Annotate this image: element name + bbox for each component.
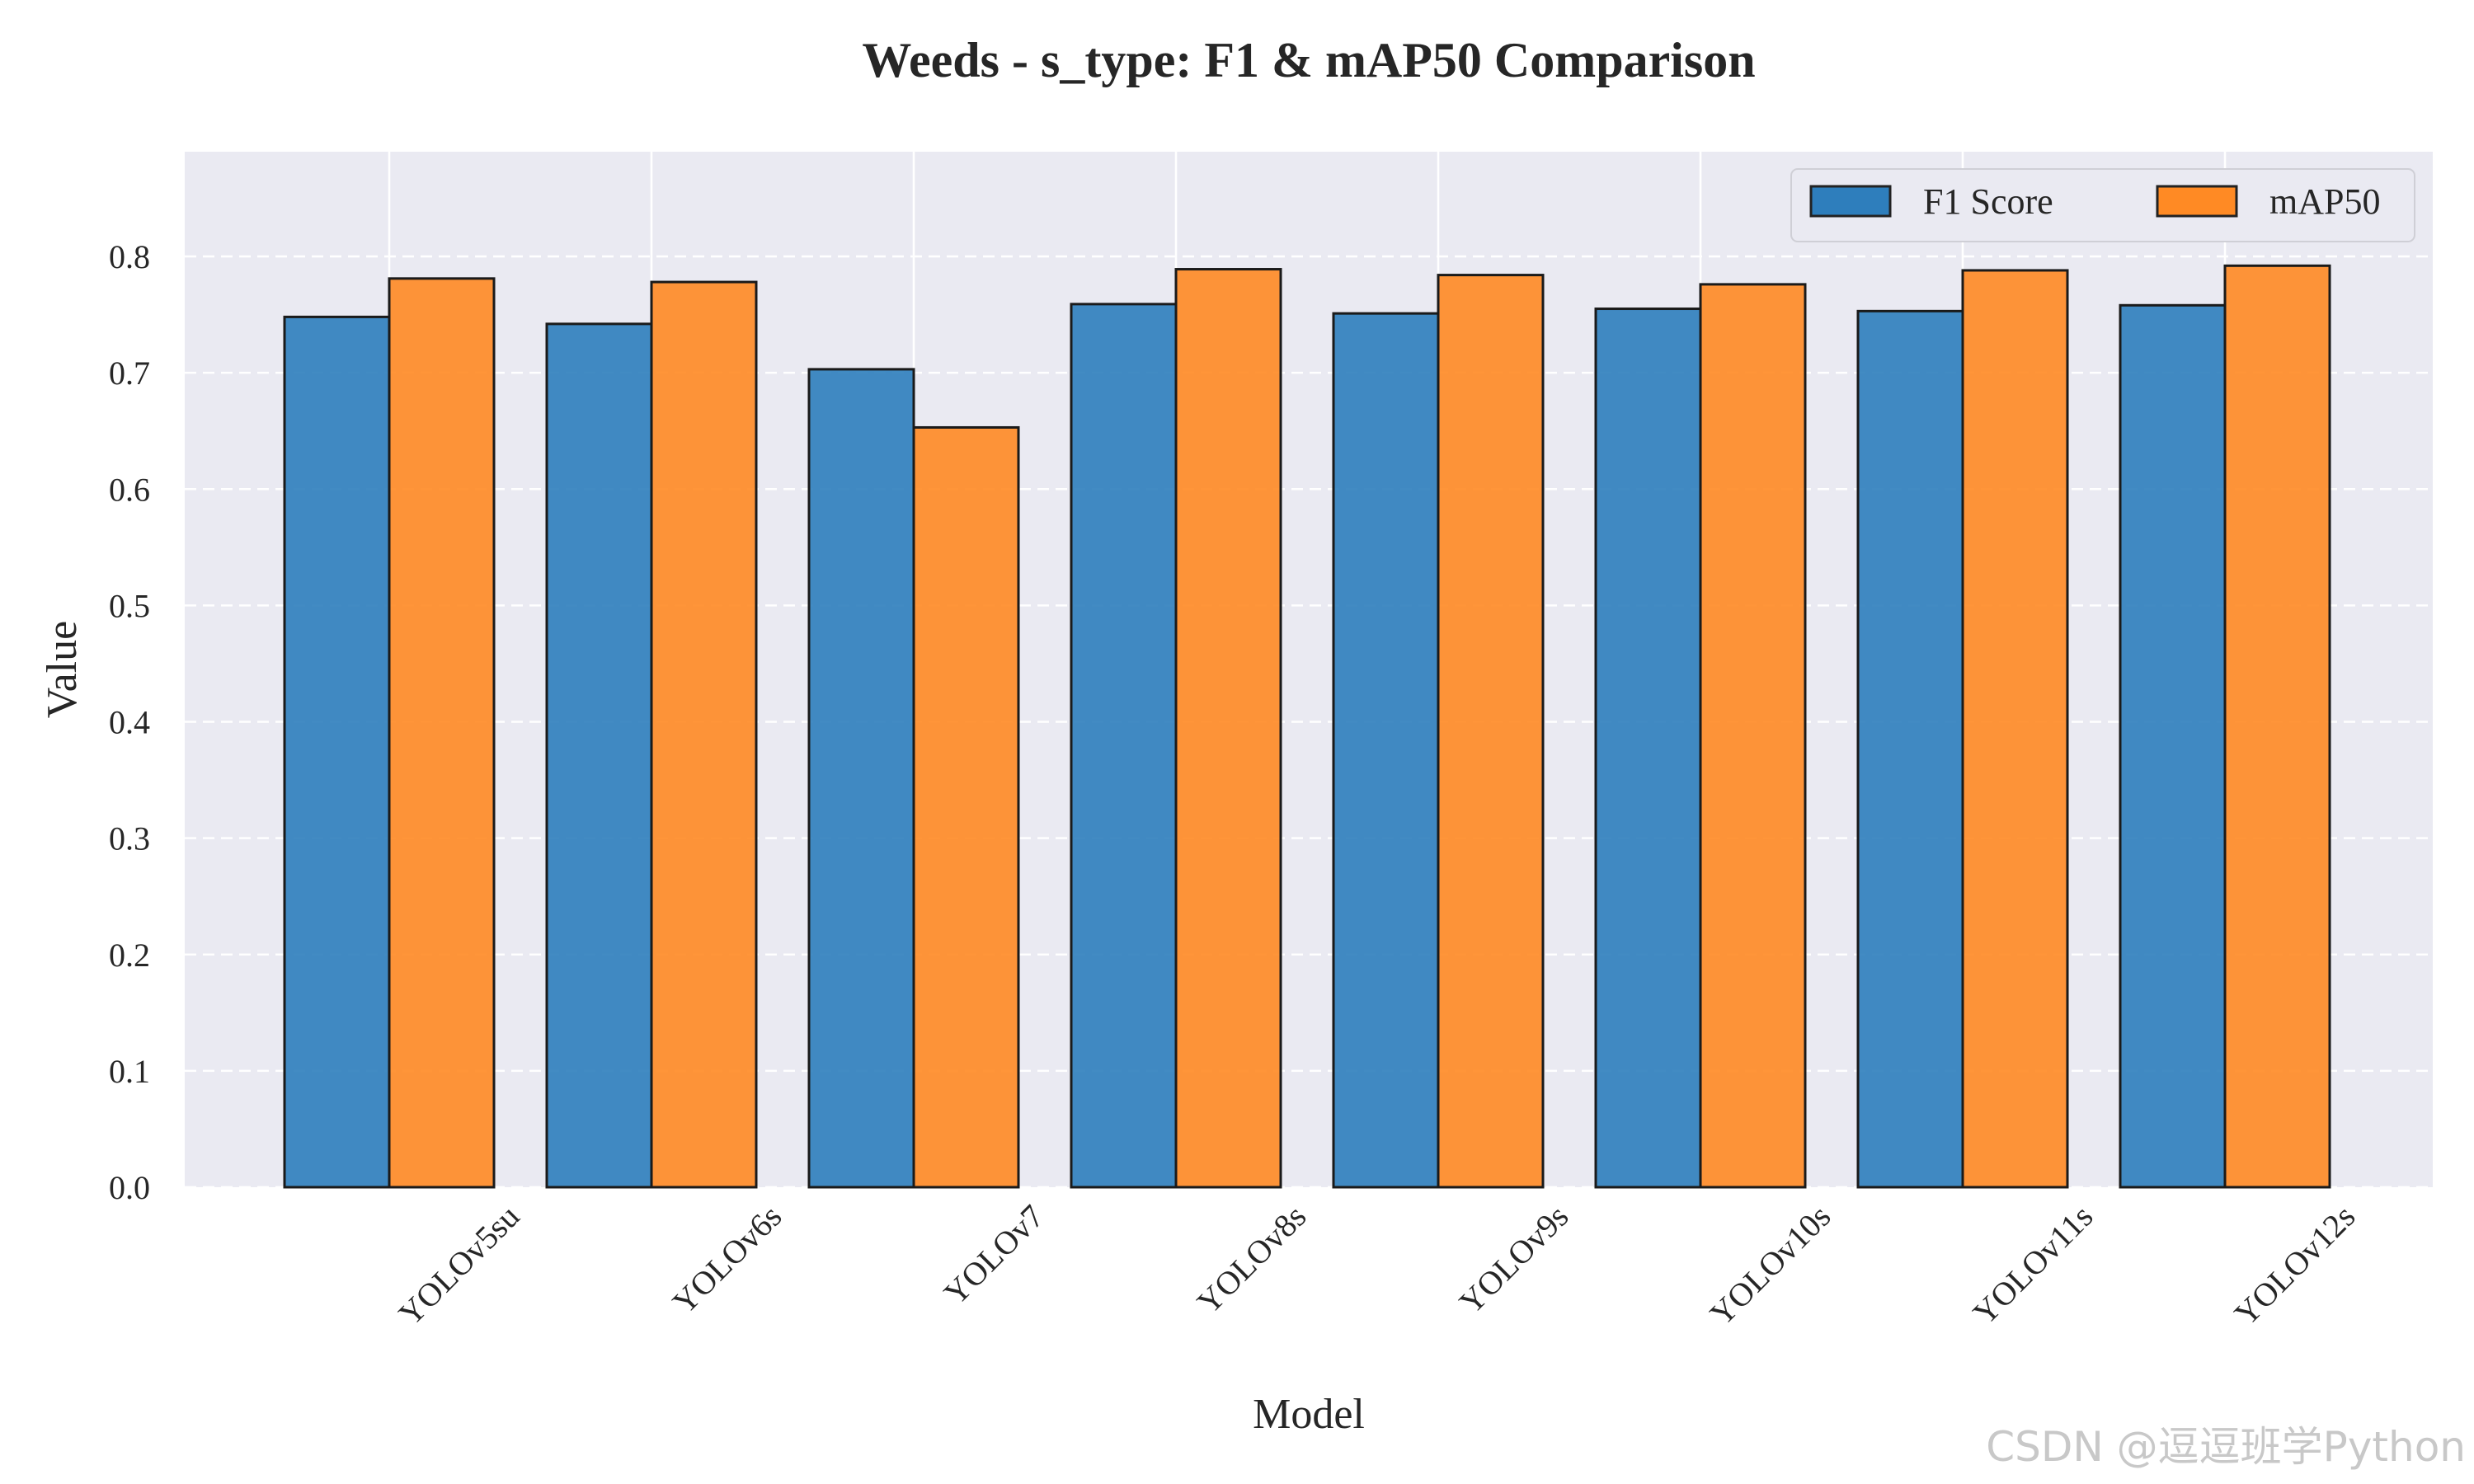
bar-f1-score-yolov7 bbox=[807, 368, 915, 1189]
x-tick-label-yolov12s: YOLOv12s bbox=[2227, 1198, 2363, 1333]
bar-map50-yolov12s bbox=[2223, 264, 2331, 1189]
x-tick-label-yolov11s: YOLOv11s bbox=[1966, 1198, 2100, 1332]
chart-title: Weeds - s_type: F1 & mAP50 Comparison bbox=[862, 33, 1755, 87]
y-tick-label-0-0: 0.0 bbox=[109, 1169, 150, 1206]
y-tick-label-0-2: 0.2 bbox=[109, 937, 150, 974]
bar-f1-score-yolov6s bbox=[545, 322, 653, 1189]
legend-label-f1-score: F1 Score bbox=[1923, 181, 2053, 222]
bar-map50-yolov5su bbox=[388, 277, 496, 1189]
bar-map50-yolov11s bbox=[1961, 269, 2069, 1189]
y-tick-label-0-7: 0.7 bbox=[109, 355, 150, 392]
bar-f1-score-yolov5su bbox=[283, 315, 391, 1189]
x-tick-label-yolov8s: YOLOv8s bbox=[1190, 1198, 1314, 1322]
bar-map50-yolov8s bbox=[1174, 268, 1282, 1189]
bar-f1-score-yolov9s bbox=[1332, 312, 1440, 1189]
y-tick-label-0-4: 0.4 bbox=[109, 704, 150, 741]
bar-map50-yolov9s bbox=[1437, 274, 1545, 1189]
legend: F1 Score mAP50 bbox=[1790, 168, 2415, 242]
bar-map50-yolov6s bbox=[650, 280, 758, 1189]
y-tick-label-0-1: 0.1 bbox=[109, 1053, 150, 1090]
bar-map50-yolov10s bbox=[1699, 283, 1807, 1189]
bar-map50-yolov7 bbox=[912, 425, 1020, 1189]
y-tick-label-0-3: 0.3 bbox=[109, 820, 150, 857]
y-axis-label: Value bbox=[39, 621, 86, 718]
x-tick-label-yolov6s: YOLOv6s bbox=[666, 1198, 789, 1322]
bar-f1-score-yolov12s bbox=[2119, 303, 2227, 1189]
legend-box bbox=[1790, 168, 2415, 242]
legend-swatch-map50 bbox=[2156, 185, 2238, 218]
x-tick-labels: YOLOv5su YOLOv6s YOLOv7 YOLOv8s YOLOv9s YOLOv… bbox=[392, 1198, 2363, 1333]
y-tick-labels: 0.0 0.1 0.2 0.3 0.4 0.5 0.6 0.7 0.8 bbox=[109, 238, 150, 1206]
bar-f1-score-yolov11s bbox=[1856, 309, 1964, 1189]
watermark: CSDN @逗逗班学Python bbox=[1986, 1423, 2466, 1471]
legend-swatch-f1-score bbox=[1809, 185, 1892, 218]
y-tick-label-0-6: 0.6 bbox=[109, 471, 150, 508]
plot-background bbox=[185, 152, 2433, 1187]
legend-label-map50: mAP50 bbox=[2269, 181, 2380, 222]
x-tick-label-yolov9s: YOLOv9s bbox=[1452, 1198, 1576, 1322]
y-tick-label-0-8: 0.8 bbox=[109, 238, 150, 275]
x-axis-label: Model bbox=[1253, 1391, 1365, 1438]
x-tick-label-yolov10s: YOLOv10s bbox=[1703, 1198, 1838, 1333]
bars bbox=[283, 264, 2331, 1189]
x-tick-label-yolov5su: YOLOv5su bbox=[392, 1198, 527, 1333]
x-tick-label-yolov7: YOLOv7 bbox=[937, 1198, 1051, 1313]
y-tick-label-0-5: 0.5 bbox=[109, 587, 150, 624]
bar-f1-score-yolov8s bbox=[1070, 303, 1178, 1189]
bar-f1-score-yolov10s bbox=[1594, 308, 1702, 1189]
